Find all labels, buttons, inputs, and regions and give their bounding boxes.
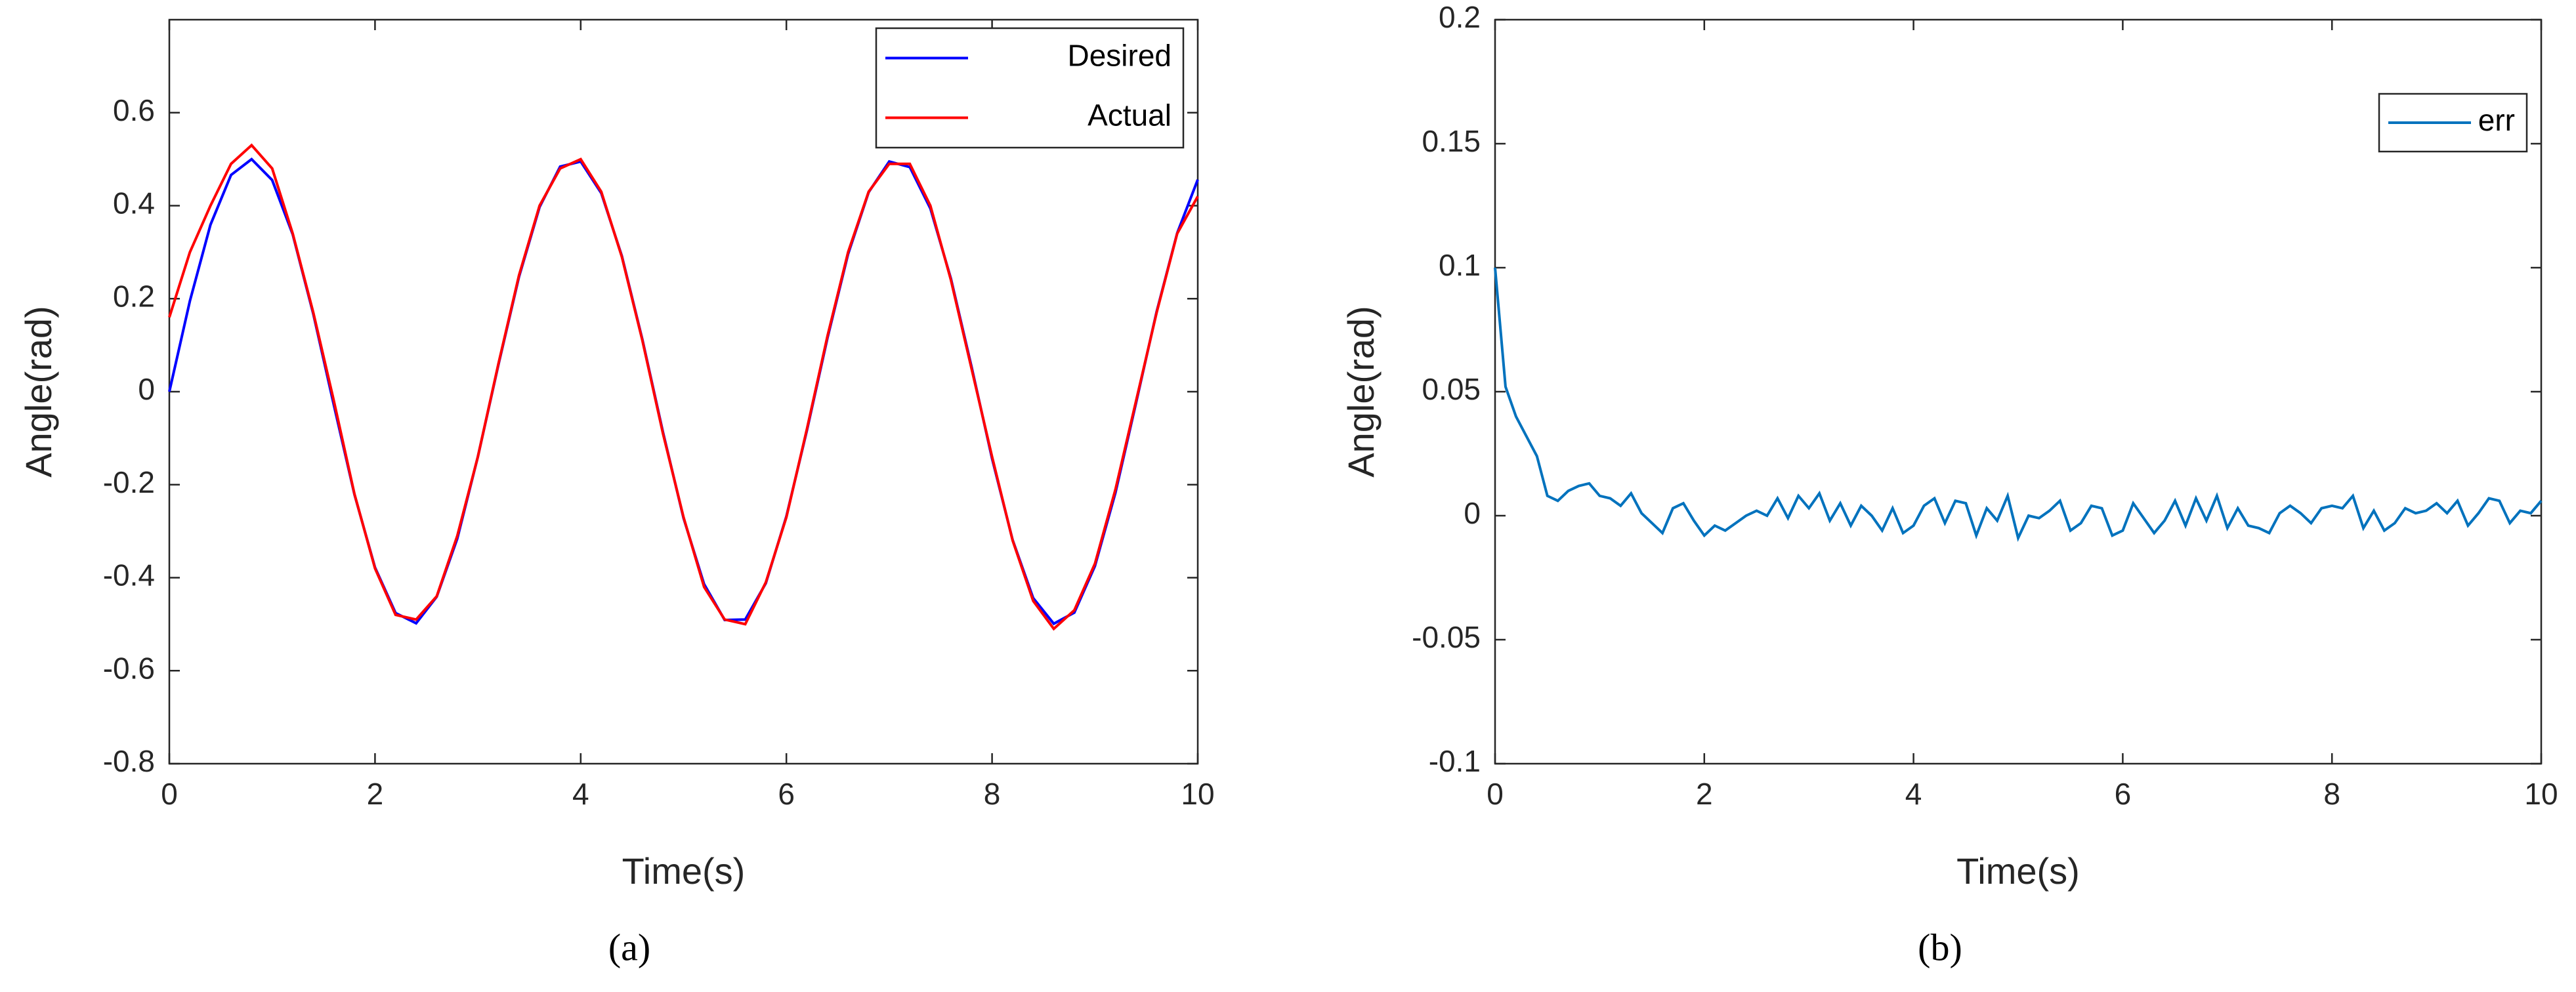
y-tick-label: -0.6 — [103, 651, 155, 685]
x-tick-label: 8 — [2323, 777, 2340, 811]
y-tick-label: -0.1 — [1429, 744, 1481, 778]
x-tick-label: 10 — [2524, 777, 2558, 811]
x-tick-label: 8 — [984, 777, 1001, 811]
x-tick-label: 0 — [1487, 777, 1504, 811]
y-tick-label: 0.05 — [1422, 372, 1481, 406]
plot-area — [1494, 18, 2543, 765]
legend-label: Actual — [1087, 98, 1172, 133]
x-tick-label: 6 — [2115, 777, 2132, 811]
x-tick-label: 4 — [1905, 777, 1922, 811]
x-tick-label: 4 — [572, 777, 589, 811]
y-tick-label: -0.05 — [1412, 620, 1481, 654]
y-tick-label: 0.1 — [1439, 248, 1481, 282]
y-tick-label: 0.2 — [1439, 0, 1481, 34]
x-tick-label: 2 — [367, 777, 384, 811]
y-tick-label: 0.6 — [113, 93, 155, 127]
y-tick-label: 0 — [1464, 496, 1481, 530]
y-tick-label: 0.4 — [113, 186, 155, 220]
data-line — [168, 143, 1199, 631]
y-tick-label: 0 — [138, 372, 155, 406]
data-line — [1494, 267, 2543, 542]
x-tick-label: 2 — [1696, 777, 1713, 811]
caption: (b) — [1918, 926, 1962, 968]
x-tick-label: 0 — [161, 777, 178, 811]
y-tick-label: -0.8 — [103, 744, 155, 778]
caption: (a) — [608, 926, 650, 968]
y-tick-label: 0.2 — [113, 279, 155, 313]
y-tick-label: -0.4 — [103, 558, 155, 592]
legend-label: err — [2478, 103, 2515, 137]
legend-box — [875, 27, 1185, 149]
x-tick-label: 10 — [1181, 777, 1214, 811]
y-axis-label: Angle(rad) — [18, 306, 59, 477]
x-axis-label: Time(s) — [1956, 850, 2080, 892]
y-axis-label: Angle(rad) — [1340, 306, 1382, 477]
y-tick-label: 0.15 — [1422, 124, 1481, 158]
y-tick-label: -0.2 — [103, 465, 155, 499]
legend-label: Desired — [1067, 39, 1172, 73]
x-axis-label: Time(s) — [622, 850, 746, 892]
x-tick-label: 6 — [778, 777, 795, 811]
